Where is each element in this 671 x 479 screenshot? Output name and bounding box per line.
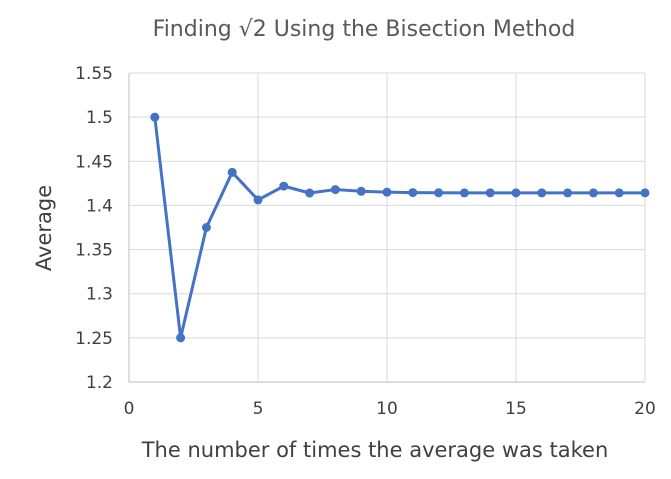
data-point <box>227 167 237 177</box>
data-point <box>150 112 160 122</box>
y-tick-label: 1.5 <box>86 108 113 128</box>
data-point <box>408 188 418 198</box>
data-point <box>176 333 186 343</box>
data-point <box>485 188 495 198</box>
x-tick-label: 20 <box>634 399 656 419</box>
data-point <box>563 188 573 198</box>
axes <box>128 73 645 383</box>
data-point <box>511 188 521 198</box>
x-tick-label: 0 <box>124 399 135 419</box>
data-point <box>356 186 366 196</box>
x-tick-label: 10 <box>376 399 398 419</box>
y-tick-label: 1.45 <box>75 152 113 172</box>
y-tick-label: 1.2 <box>86 373 113 393</box>
data-point <box>640 188 650 198</box>
x-axis-title: The number of times the average was take… <box>141 438 609 462</box>
data-point <box>434 188 444 198</box>
data-point <box>459 188 469 198</box>
y-tick-label: 1.25 <box>75 329 113 349</box>
x-tick-label: 5 <box>253 399 264 419</box>
chart-title: Finding √2 Using the Bisection Method <box>153 17 576 42</box>
data-point <box>382 187 392 197</box>
y-tick-label: 1.3 <box>86 285 113 305</box>
tick-labels: 1.2 1.25 1.3 1.35 1.4 1.45 1.5 1.55 0 5 10 15 20 <box>75 64 656 419</box>
data-point <box>588 188 598 198</box>
data-point <box>537 188 547 198</box>
y-axis-title: Average <box>32 185 56 271</box>
y-tick-label: 1.35 <box>75 241 113 261</box>
y-tick-label: 1.55 <box>75 64 113 84</box>
data-point <box>201 223 211 232</box>
data-point <box>614 188 624 198</box>
x-tick-label: 15 <box>505 399 527 419</box>
data-point <box>305 188 315 198</box>
series <box>150 112 650 343</box>
y-tick-label: 1.4 <box>86 196 113 216</box>
data-point <box>330 185 340 195</box>
gridlines <box>129 72 646 382</box>
data-point <box>279 181 289 191</box>
series-line <box>153 116 645 340</box>
data-point <box>253 195 263 205</box>
